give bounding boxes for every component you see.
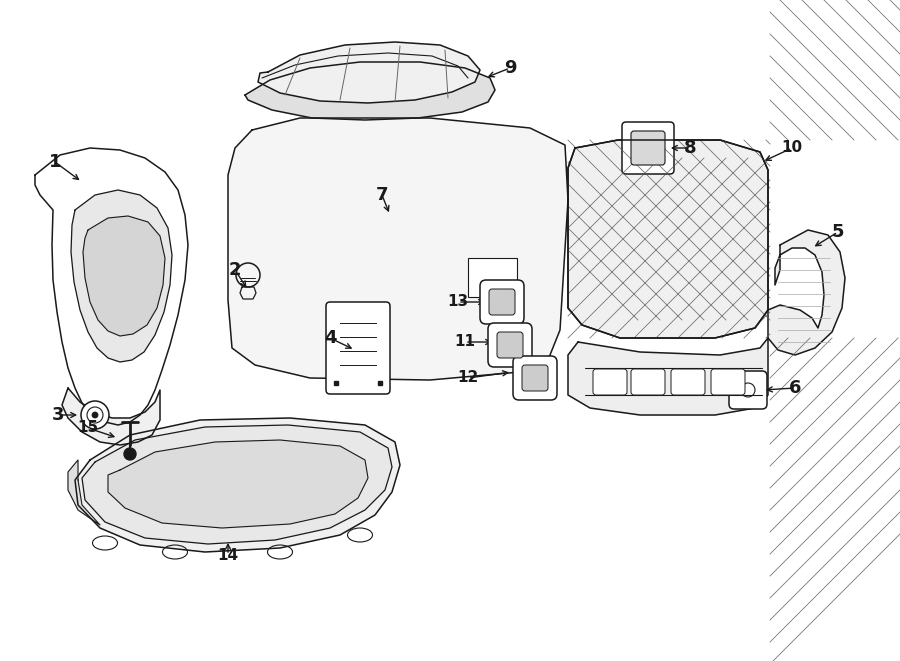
- Circle shape: [81, 401, 109, 429]
- Polygon shape: [768, 230, 845, 355]
- Polygon shape: [568, 140, 768, 338]
- Polygon shape: [82, 425, 392, 544]
- Text: 5: 5: [832, 223, 844, 241]
- FancyBboxPatch shape: [593, 369, 627, 395]
- Polygon shape: [258, 42, 480, 103]
- Polygon shape: [75, 418, 400, 552]
- Text: 7: 7: [376, 186, 388, 204]
- Polygon shape: [71, 190, 172, 362]
- Polygon shape: [240, 287, 256, 299]
- FancyBboxPatch shape: [497, 332, 523, 358]
- Polygon shape: [568, 338, 768, 415]
- Polygon shape: [62, 388, 160, 445]
- Polygon shape: [35, 148, 188, 425]
- FancyBboxPatch shape: [489, 289, 515, 315]
- Polygon shape: [108, 440, 368, 528]
- Text: 9: 9: [504, 59, 517, 77]
- Text: 2: 2: [229, 261, 241, 279]
- FancyBboxPatch shape: [622, 122, 674, 174]
- Circle shape: [124, 448, 136, 460]
- FancyBboxPatch shape: [513, 356, 557, 400]
- FancyBboxPatch shape: [488, 323, 532, 367]
- Text: 15: 15: [77, 420, 99, 436]
- Polygon shape: [245, 62, 495, 120]
- Text: 12: 12: [457, 371, 479, 385]
- FancyBboxPatch shape: [729, 371, 767, 409]
- FancyBboxPatch shape: [468, 258, 517, 297]
- Text: 10: 10: [781, 141, 803, 155]
- Circle shape: [92, 412, 98, 418]
- FancyBboxPatch shape: [711, 369, 745, 395]
- FancyBboxPatch shape: [631, 131, 665, 165]
- Polygon shape: [83, 216, 165, 336]
- FancyBboxPatch shape: [671, 369, 705, 395]
- FancyBboxPatch shape: [326, 302, 390, 394]
- Text: 3: 3: [52, 406, 64, 424]
- Text: 4: 4: [324, 329, 337, 347]
- Text: 11: 11: [454, 334, 475, 350]
- Text: 1: 1: [49, 153, 61, 171]
- Polygon shape: [68, 460, 100, 525]
- Text: 14: 14: [218, 547, 238, 563]
- Text: 6: 6: [788, 379, 801, 397]
- Polygon shape: [228, 118, 568, 380]
- FancyBboxPatch shape: [631, 369, 665, 395]
- Text: 8: 8: [684, 139, 697, 157]
- FancyBboxPatch shape: [480, 280, 524, 324]
- Text: 13: 13: [447, 295, 469, 309]
- FancyBboxPatch shape: [522, 365, 548, 391]
